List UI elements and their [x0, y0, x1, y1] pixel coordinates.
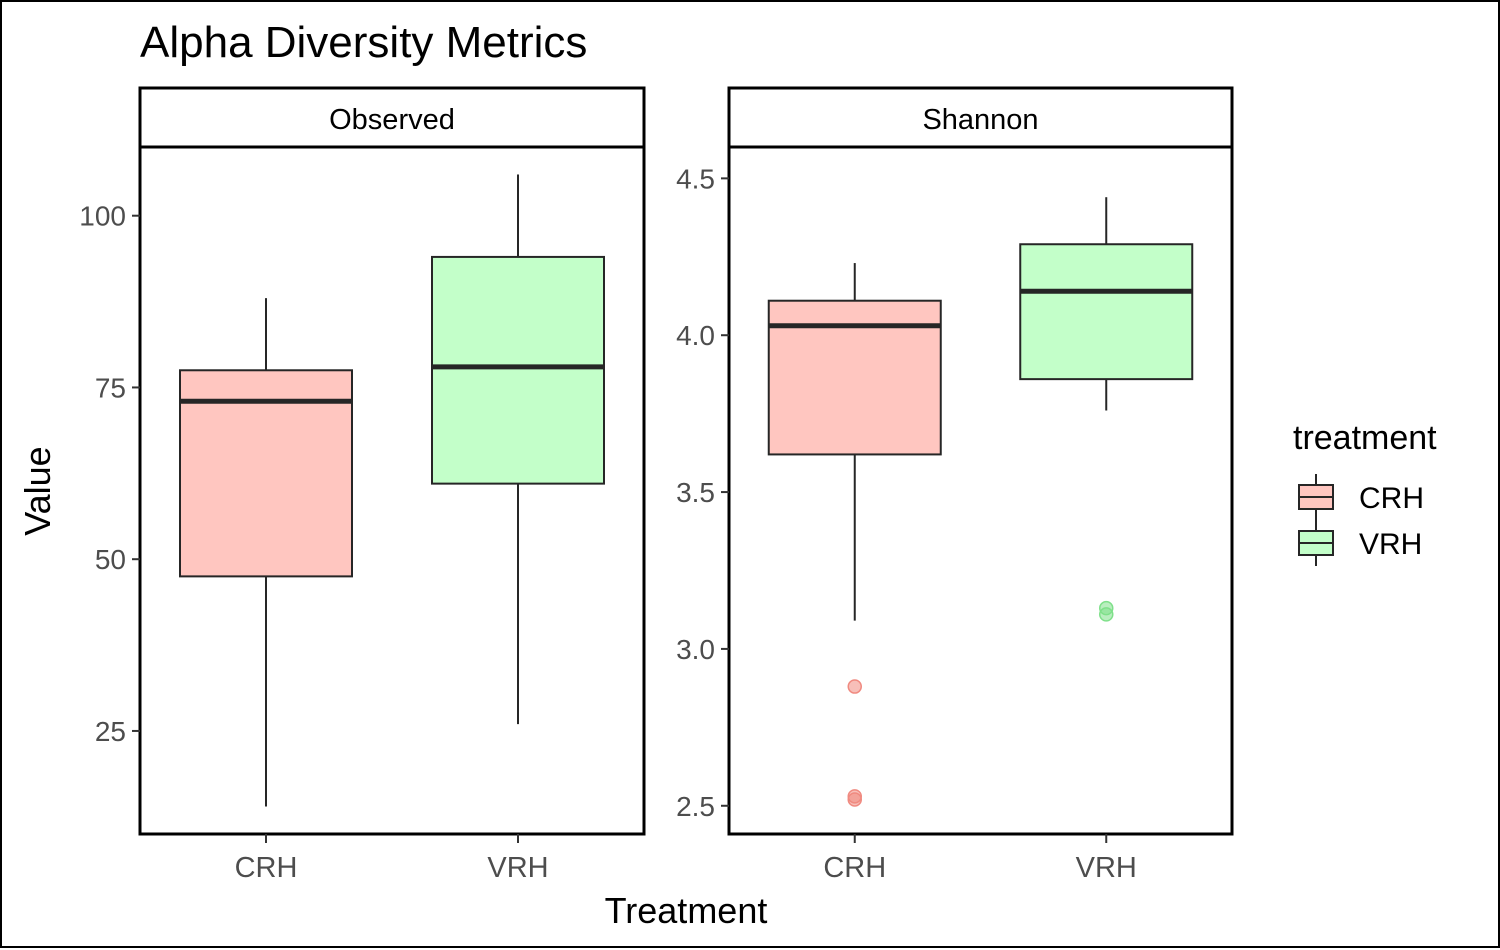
outlier-point-1	[1099, 607, 1114, 622]
boxplot-observed-crh	[179, 298, 353, 807]
y-tick-label-0-1: 50	[95, 544, 126, 575]
x-tick-label-1-1: VRH	[1076, 852, 1137, 884]
plot-layer: Observed 25 50 75 100 CRH VRH Shannon 2.5 3.0 3.5 4…	[79, 86, 1234, 884]
outlier-point-0	[847, 679, 862, 694]
legend-label: VRH	[1359, 528, 1422, 561]
y-tick-label-1-1: 3.0	[676, 634, 715, 665]
x-tick-label-0-1: VRH	[487, 852, 548, 884]
facet-strip-label-0: Observed	[329, 104, 455, 136]
x-axis-label: Treatment	[605, 890, 768, 931]
facet-strip-0	[138, 86, 646, 149]
y-tick-label-1-4: 4.5	[676, 163, 715, 194]
facet-strip-label-1: Shannon	[922, 104, 1038, 136]
legend-entry-vrh: VRH	[1298, 520, 1422, 566]
legend-title: treatment	[1293, 419, 1437, 457]
boxplot-observed-vrh	[431, 174, 605, 725]
chart-title: Alpha Diversity Metrics	[140, 18, 587, 67]
y-axis-label: Value	[17, 446, 58, 535]
y-tick-label-1-2: 3.5	[676, 477, 715, 508]
x-tick-label-0-0: CRH	[235, 852, 298, 884]
legend-entry-crh: CRH	[1298, 474, 1424, 520]
y-tick-label-0-3: 100	[79, 201, 126, 232]
facet-panel-1	[727, 145, 1234, 836]
y-tick-label-0-0: 25	[95, 716, 126, 747]
x-tick-label-1-0: CRH	[823, 852, 886, 884]
legend-label: CRH	[1359, 482, 1424, 515]
box-iqr	[179, 369, 353, 578]
facet-panel-0	[138, 145, 646, 836]
box-iqr	[1019, 243, 1194, 381]
y-tick-label-1-3: 4.0	[676, 320, 715, 351]
legend: CRH VRH	[1298, 474, 1424, 566]
outlier-point-2	[847, 792, 862, 807]
y-tick-label-1-0: 2.5	[676, 791, 715, 822]
boxplot-shannon-crh	[767, 263, 942, 807]
boxplot-shannon-vrh	[1019, 197, 1194, 622]
y-tick-label-0-2: 75	[95, 372, 126, 403]
box-iqr	[431, 255, 605, 485]
